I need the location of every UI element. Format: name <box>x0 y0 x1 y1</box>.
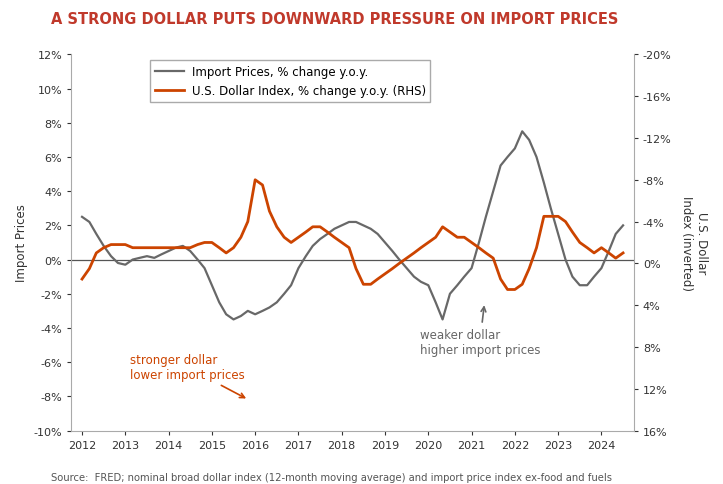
Text: Source:  FRED; nominal broad dollar index (12-month moving average) and import p: Source: FRED; nominal broad dollar index… <box>51 471 612 482</box>
Text: weaker dollar
higher import prices: weaker dollar higher import prices <box>419 307 540 356</box>
Text: stronger dollar
lower import prices: stronger dollar lower import prices <box>129 354 244 398</box>
Y-axis label: U.S. Dollar
Index (inverted): U.S. Dollar Index (inverted) <box>680 196 708 290</box>
Y-axis label: Import Prices: Import Prices <box>15 204 28 282</box>
Text: A STRONG DOLLAR PUTS DOWNWARD PRESSURE ON IMPORT PRICES: A STRONG DOLLAR PUTS DOWNWARD PRESSURE O… <box>51 12 618 27</box>
Legend: Import Prices, % change y.o.y., U.S. Dollar Index, % change y.o.y. (RHS): Import Prices, % change y.o.y., U.S. Dol… <box>150 61 430 103</box>
